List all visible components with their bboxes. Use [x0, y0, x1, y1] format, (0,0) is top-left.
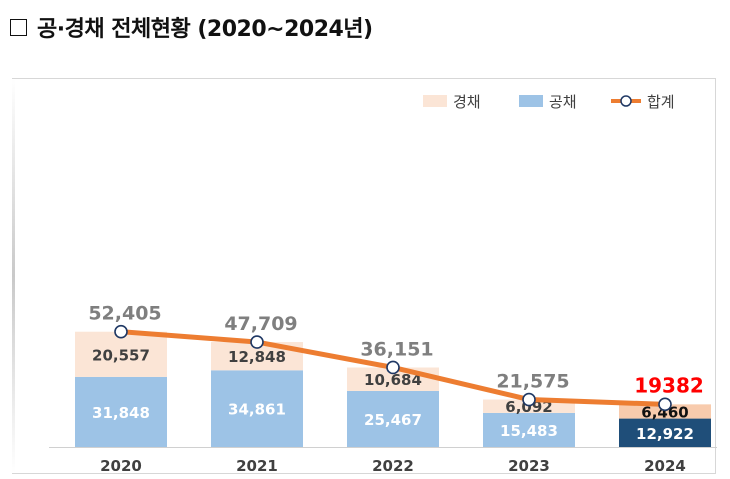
label-gongchae-2021: 34,861 — [228, 401, 286, 419]
bar-gongchae-2021 — [211, 370, 303, 447]
total-marker-2022 — [386, 360, 400, 375]
legend: 경채 공채 합계 — [423, 93, 675, 111]
bar-gongchae-2023 — [483, 412, 575, 447]
label-gyeongchae-2022: 10,684 — [364, 371, 422, 389]
label-gongchae-2022: 25,467 — [364, 411, 422, 429]
label-gyeongchae-2021: 12,848 — [228, 348, 286, 366]
total-label-2020: 52,405 — [88, 303, 161, 325]
x-tick-2022: 2022 — [372, 457, 414, 475]
x-tick-2023: 2023 — [508, 457, 550, 475]
bar-gongchae-2022 — [347, 390, 439, 447]
title-row: 공·경채 전체현황 (2020~2024년) — [10, 12, 373, 42]
frame-shadow — [12, 79, 15, 473]
legend-label-합계: 합계 — [647, 93, 675, 111]
total-line-layer: 52,405 47,709 36,151 21,575 19382 — [88, 303, 704, 412]
legend-swatch-공채 — [519, 95, 543, 107]
total-marker-2020 — [114, 324, 128, 339]
bar-gyeongchae-2020 — [75, 331, 167, 377]
legend-item-경채: 경채 — [423, 93, 481, 111]
label-gongchae-2023: 15,483 — [500, 422, 558, 440]
legend-label-공채: 공채 — [549, 93, 577, 111]
x-axis-layer: 2020 2021 2022 2023 2024 — [49, 447, 717, 475]
value-labels-layer: 31,848 20,557 34,861 12,848 25,467 10,684 15,4… — [92, 346, 694, 442]
legend-swatch-경채 — [423, 95, 447, 107]
bars-layer — [75, 331, 711, 447]
bar-gyeongchae-2024 — [619, 404, 711, 419]
stacked-bar-chart: 31,848 20,557 34,861 12,848 25,467 10,684 15,4… — [49, 93, 717, 475]
total-marker-2024 — [658, 397, 672, 412]
page-title: 공·경채 전체현황 (2020~2024년) — [37, 17, 373, 42]
total-label-2022: 36,151 — [360, 338, 433, 360]
label-gyeongchae-2020: 20,557 — [92, 346, 150, 364]
x-tick-2020: 2020 — [100, 457, 142, 475]
label-gyeongchae-2024: 6,460 — [641, 403, 688, 421]
bar-gongchae-2020 — [75, 376, 167, 447]
chart-frame: 31,848 20,557 34,861 12,848 25,467 10,684 15,4… — [12, 78, 717, 475]
x-tick-2021: 2021 — [236, 457, 278, 475]
total-marker-2023 — [522, 392, 536, 407]
total-label-2024: 19382 — [634, 373, 704, 397]
legend-item-공채: 공채 — [519, 93, 577, 111]
legend-label-경채: 경채 — [453, 93, 481, 111]
label-gyeongchae-2023: 6,092 — [505, 398, 552, 416]
label-gongchae-2024: 12,922 — [636, 425, 694, 443]
total-marker-2021 — [250, 335, 264, 349]
x-tick-2024: 2024 — [644, 457, 686, 475]
legend-marker-합계 — [620, 95, 632, 107]
total-label-2021: 47,709 — [224, 313, 297, 335]
total-label-2023: 21,575 — [496, 371, 569, 393]
checkbox-square-icon — [10, 18, 27, 36]
bar-gongchae-2024 — [619, 418, 711, 447]
label-gongchae-2020: 31,848 — [92, 404, 150, 422]
legend-item-합계: 합계 — [611, 93, 675, 111]
